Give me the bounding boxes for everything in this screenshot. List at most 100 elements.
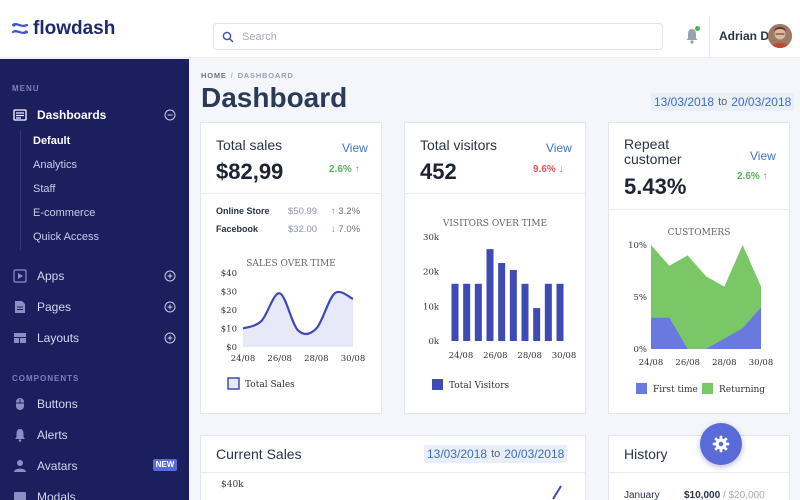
sales-over-time-chart: SALES OVER TIME $0 $10 $20 $30 $40 24/08 26/08 2… — [221, 259, 365, 390]
avatar[interactable] — [768, 24, 792, 48]
visitors-bar — [498, 263, 506, 341]
sidebar-item-dashboards[interactable]: Dashboards — [0, 103, 189, 127]
visitors-bar — [509, 269, 517, 341]
breadcrumb-current: DASHBOARD — [237, 71, 294, 80]
card-title-line2: customer — [624, 151, 682, 167]
card-divider — [201, 472, 585, 473]
history-row-value: $10,000 / $20,000 — [684, 490, 765, 500]
expand-plus-icon[interactable] — [164, 301, 176, 313]
document-icon — [15, 301, 25, 313]
sidebar-item-buttons[interactable]: Buttons — [0, 392, 189, 416]
card-divider — [609, 472, 789, 473]
legend-swatch — [702, 383, 713, 394]
view-link[interactable]: View — [342, 141, 368, 155]
trend-percent: 2.6% ↑ — [737, 171, 768, 182]
sidebar-item-label: Alerts — [37, 428, 68, 442]
visitors-bar — [451, 283, 459, 341]
card-value: 452 — [420, 159, 457, 184]
visitors-bar — [486, 249, 494, 341]
row-label: Online Store — [216, 206, 270, 216]
sidebar-item-label: Avatars — [37, 459, 78, 473]
card-divider — [405, 193, 585, 194]
date-from: 13/03/2018 — [654, 95, 715, 109]
row-amount: $50.99 — [288, 206, 318, 217]
sidebar-item-alerts[interactable]: Alerts — [0, 423, 189, 447]
breadcrumb-home[interactable]: HOME — [201, 71, 227, 80]
y-tick-label: $20 — [221, 306, 237, 316]
avatar-image — [768, 24, 792, 48]
expand-plus-icon[interactable] — [164, 332, 176, 344]
y-tick-label: 20k — [423, 268, 440, 278]
sidebar-subitem-ecommerce[interactable]: E-commerce — [33, 207, 96, 219]
date-to: 20/03/2018 — [504, 447, 565, 461]
settings-fab-button[interactable] — [700, 423, 742, 465]
x-tick-label: 26/08 — [267, 354, 292, 364]
first-time-area — [651, 307, 761, 349]
collapse-minus-icon[interactable] — [164, 109, 176, 121]
view-link[interactable]: View — [750, 149, 776, 163]
user-name[interactable]: Adrian D. — [719, 29, 773, 43]
sidebar-item-layouts[interactable]: Layouts — [0, 326, 189, 350]
y-tick-label: 0k — [428, 337, 439, 347]
card-divider — [201, 193, 381, 194]
date-from: 13/03/2018 — [427, 447, 488, 461]
trend-value: 2.6% — [737, 171, 760, 182]
sidebar-subitem-staff[interactable]: Staff — [33, 183, 56, 195]
x-tick-label: 24/08 — [231, 354, 256, 364]
expand-plus-icon[interactable] — [164, 270, 176, 282]
search-input[interactable] — [242, 30, 642, 43]
y-tick-label: $0 — [226, 343, 237, 353]
layout-icon — [14, 333, 26, 343]
y-tick-label: 30k — [423, 233, 440, 243]
breadcrumb-separator: / — [230, 71, 234, 80]
y-tick-label: 5% — [634, 293, 648, 303]
history-total: $20,000 — [728, 490, 765, 500]
brand-logo[interactable]: flowdash — [12, 16, 115, 42]
history-separator: / — [722, 490, 726, 500]
sidebar-subitem-analytics[interactable]: Analytics — [33, 159, 78, 171]
trend-percent: 2.6% ↑ — [329, 164, 360, 175]
sales-line-fragment — [552, 485, 562, 500]
returning-area — [651, 245, 761, 349]
sidebar-item-modals[interactable]: Modals — [0, 485, 189, 500]
row-percent: ↓ 7.0% — [331, 224, 360, 235]
legend-label: Total Visitors — [449, 381, 509, 391]
x-tick-label: 28/08 — [517, 351, 542, 361]
date-range-picker[interactable]: 13/03/2018 to 20/03/2018 — [651, 93, 795, 111]
visitors-bar — [521, 283, 529, 341]
row-percent-value: 3.2% — [338, 206, 361, 217]
history-amount: $10,000 — [684, 490, 721, 500]
row-percent-value: 7.0% — [338, 224, 361, 235]
x-tick-label: 30/08 — [552, 351, 577, 361]
arrow-down-icon: ↓ — [331, 224, 336, 235]
window-icon — [14, 492, 26, 500]
view-link[interactable]: View — [546, 141, 572, 155]
date-to-word: to — [491, 448, 501, 460]
flow-logo-icon — [12, 23, 28, 34]
breadcrumb: HOME / DASHBOARD — [201, 71, 294, 80]
search-box[interactable] — [213, 23, 663, 50]
sidebar-subitem-quick-access[interactable]: Quick Access — [33, 231, 100, 243]
mouse-icon — [16, 398, 24, 410]
y-tick-label: 10k — [423, 302, 440, 312]
x-tick-label: 28/08 — [304, 354, 329, 364]
sidebar-subitem-default[interactable]: Default — [33, 135, 71, 147]
y-tick-label: 10% — [628, 241, 647, 251]
person-icon — [14, 460, 26, 472]
card-title: Total visitors — [420, 137, 498, 153]
sidebar-item-label: Layouts — [37, 331, 80, 345]
x-tick-label: 24/08 — [449, 351, 474, 361]
card-value: $82,99 — [216, 159, 284, 184]
sidebar-item-avatars[interactable]: Avatars — [0, 454, 189, 478]
x-tick-label: 24/08 — [639, 358, 664, 368]
legend-swatch — [432, 379, 443, 390]
repeat-customer-card: Repeat customer View 5.43% 2.6% ↑ CUSTOME… — [608, 122, 790, 414]
sidebar-item-apps[interactable]: Apps — [0, 264, 189, 288]
row-label: Facebook — [216, 224, 259, 234]
sidebar-item-pages[interactable]: Pages — [0, 295, 189, 319]
y-tick-label: $10 — [221, 325, 237, 335]
date-range-picker[interactable]: 13/03/2018 to 20/03/2018 — [424, 445, 568, 463]
customers-chart: CUSTOMERS 0% 5% 10% 24/08 26/08 28/08 30/08 Firs… — [628, 228, 773, 395]
visitors-bar — [556, 283, 564, 341]
notifications-bell-icon[interactable] — [684, 27, 700, 45]
